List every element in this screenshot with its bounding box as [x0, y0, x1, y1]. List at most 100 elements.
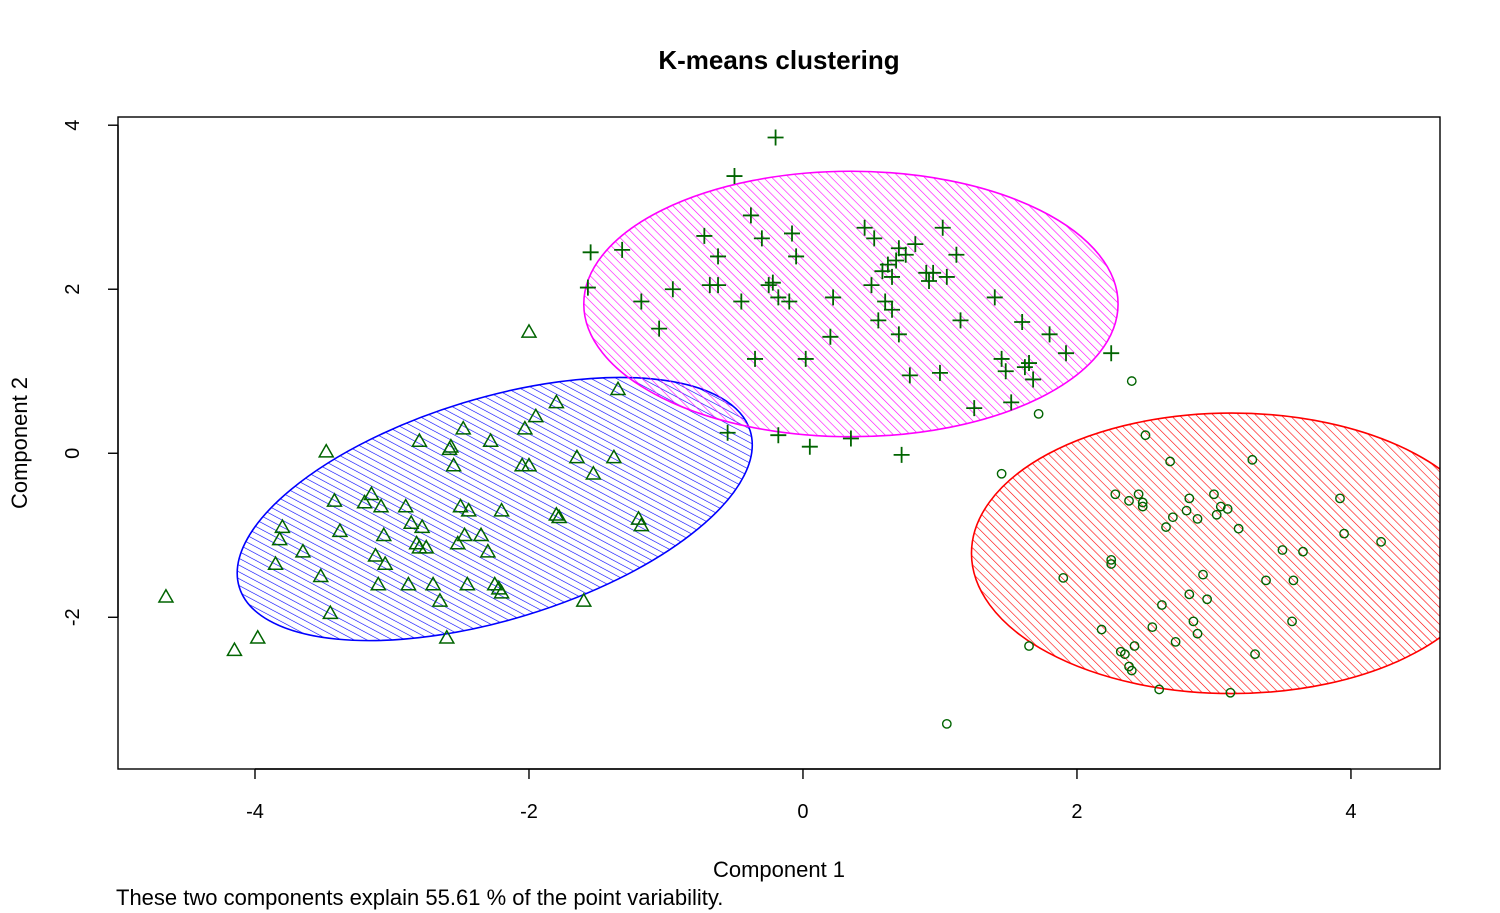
- point-plus: [856, 219, 873, 236]
- point-circle: [1184, 589, 1195, 600]
- x-tick-label: 2: [1071, 801, 1082, 823]
- point-plus: [1058, 345, 1074, 362]
- point-plus: [997, 363, 1014, 380]
- point-plus: [1103, 345, 1120, 362]
- point-plus: [884, 268, 901, 285]
- point-circle: [1335, 493, 1345, 504]
- point-triangle: [157, 588, 175, 603]
- point-plus: [797, 350, 814, 367]
- point-plus: [767, 129, 784, 146]
- point-plus: [986, 289, 1003, 306]
- point-triangle: [363, 485, 380, 501]
- point-plus: [801, 438, 818, 455]
- point-triangle: [548, 506, 565, 521]
- point-plus: [582, 244, 599, 261]
- point-triangle: [369, 575, 387, 591]
- point-triangle: [454, 420, 472, 435]
- point-plus: [931, 364, 948, 381]
- point-plus: [948, 246, 965, 263]
- point-plus: [719, 424, 736, 441]
- x-axis-label: Component 1: [713, 857, 845, 882]
- point-triangle: [548, 393, 565, 409]
- point-plus: [993, 350, 1010, 367]
- point-triangle: [367, 547, 384, 562]
- point-plus: [1003, 394, 1020, 411]
- point-circle: [1298, 546, 1308, 557]
- point-triangle: [356, 493, 373, 509]
- point-plus: [579, 279, 596, 296]
- point-circle: [1287, 616, 1297, 627]
- point-plus: [884, 301, 901, 318]
- point-circle: [1157, 600, 1167, 610]
- y-tick-label: -2: [62, 608, 84, 626]
- point-triangle: [400, 575, 417, 591]
- point-triangle: [322, 604, 339, 620]
- point-plus: [664, 281, 681, 298]
- point-circle: [1181, 505, 1192, 516]
- point-circle: [1376, 536, 1386, 547]
- point-plus: [770, 289, 787, 306]
- y-tick-label: 0: [62, 448, 84, 459]
- point-triangle: [520, 457, 538, 472]
- point-plus: [726, 168, 743, 185]
- cluster-ellipse-1: [236, 376, 754, 642]
- point-plus: [781, 293, 798, 310]
- y-axis: -2 0 2 4: [62, 120, 119, 626]
- x-tick-label: 0: [797, 801, 808, 823]
- point-circle: [1288, 575, 1299, 586]
- point-plus: [907, 236, 924, 253]
- point-circle: [1033, 408, 1044, 419]
- point-circle: [1277, 545, 1288, 555]
- point-plus: [742, 207, 759, 224]
- point-circle: [1188, 616, 1199, 627]
- point-triangle: [568, 448, 586, 464]
- y-tick-label: 4: [62, 120, 84, 131]
- point-circle: [1126, 665, 1137, 676]
- point-circle: [1129, 641, 1140, 651]
- point-plus: [710, 277, 727, 294]
- point-triangle: [609, 380, 627, 396]
- point-plus: [870, 312, 887, 329]
- point-triangle: [417, 539, 435, 554]
- point-plus: [877, 293, 894, 310]
- point-triangle: [527, 407, 545, 423]
- point-plus: [784, 225, 801, 242]
- point-plus: [879, 256, 896, 273]
- point-triangle: [456, 526, 473, 542]
- point-triangle: [472, 526, 490, 542]
- point-triangle: [397, 498, 414, 513]
- point-triangle: [249, 629, 267, 644]
- point-plus: [788, 248, 805, 265]
- point-circle: [1165, 456, 1176, 467]
- point-triangle: [445, 457, 462, 472]
- point-circle: [1120, 649, 1130, 660]
- point-circle: [1225, 687, 1236, 698]
- point-plus: [733, 293, 750, 310]
- point-triangle: [482, 432, 499, 447]
- point-plus: [925, 264, 942, 281]
- point-circle: [1184, 493, 1195, 504]
- cluster-ellipse-2: [582, 170, 1119, 438]
- point-plus: [842, 430, 859, 447]
- point-circle: [941, 718, 952, 729]
- point-triangle: [402, 514, 420, 529]
- point-plus: [825, 289, 842, 306]
- point-circle: [1198, 569, 1208, 580]
- x-tick-label: -2: [520, 801, 538, 823]
- point-triangle: [411, 432, 428, 447]
- point-triangle: [331, 522, 349, 538]
- point-triangle: [431, 592, 449, 607]
- point-circle: [1124, 495, 1134, 506]
- point-triangle: [449, 534, 467, 550]
- point-triangle: [376, 555, 394, 570]
- point-triangle: [312, 567, 330, 583]
- point-triangle: [267, 555, 284, 570]
- point-triangle: [633, 516, 650, 532]
- point-triangle: [605, 448, 623, 464]
- x-axis: -4 -2 0 2 4: [246, 768, 1357, 823]
- point-plus: [890, 240, 907, 257]
- point-triangle: [271, 530, 288, 546]
- point-plus: [934, 219, 951, 236]
- point-triangle: [459, 575, 476, 591]
